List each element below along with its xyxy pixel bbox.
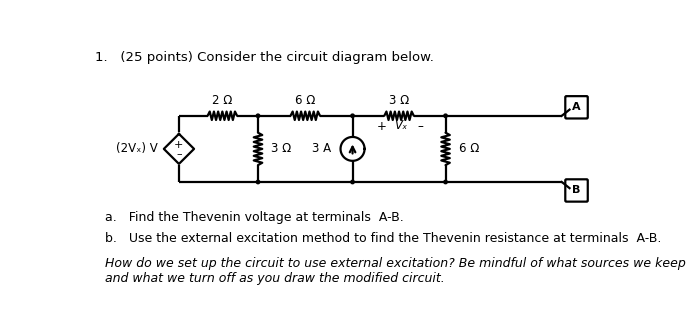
Text: Vₓ: Vₓ — [394, 119, 407, 132]
Circle shape — [351, 114, 354, 118]
Circle shape — [444, 114, 447, 118]
Text: A: A — [572, 102, 581, 112]
Text: +: + — [174, 140, 183, 150]
Text: 3 A: 3 A — [312, 142, 332, 155]
Text: 6 Ω: 6 Ω — [458, 142, 479, 155]
Circle shape — [351, 180, 354, 184]
Text: 3 Ω: 3 Ω — [271, 142, 291, 155]
Text: How do we set up the circuit to use external excitation? Be mindful of what sour: How do we set up the circuit to use exte… — [104, 257, 685, 286]
Text: 3 Ω: 3 Ω — [389, 94, 410, 107]
Text: (2Vₓ) V: (2Vₓ) V — [116, 142, 158, 155]
FancyBboxPatch shape — [566, 96, 588, 119]
Circle shape — [256, 180, 260, 184]
FancyBboxPatch shape — [566, 179, 588, 202]
Circle shape — [256, 114, 260, 118]
Text: –: – — [418, 120, 424, 133]
Text: 6 Ω: 6 Ω — [295, 94, 316, 107]
Text: B: B — [573, 185, 581, 196]
Text: +: + — [377, 120, 387, 133]
Text: 2 Ω: 2 Ω — [212, 94, 232, 107]
Circle shape — [444, 180, 447, 184]
Text: 1.   (25 points) Consider the circuit diagram below.: 1. (25 points) Consider the circuit diag… — [95, 51, 434, 64]
Text: a.   Find the Thevenin voltage at terminals  A-B.: a. Find the Thevenin voltage at terminal… — [104, 211, 403, 224]
Text: b.   Use the external excitation method to find the Thevenin resistance at termi: b. Use the external excitation method to… — [104, 232, 661, 245]
Text: –: – — [176, 149, 182, 159]
